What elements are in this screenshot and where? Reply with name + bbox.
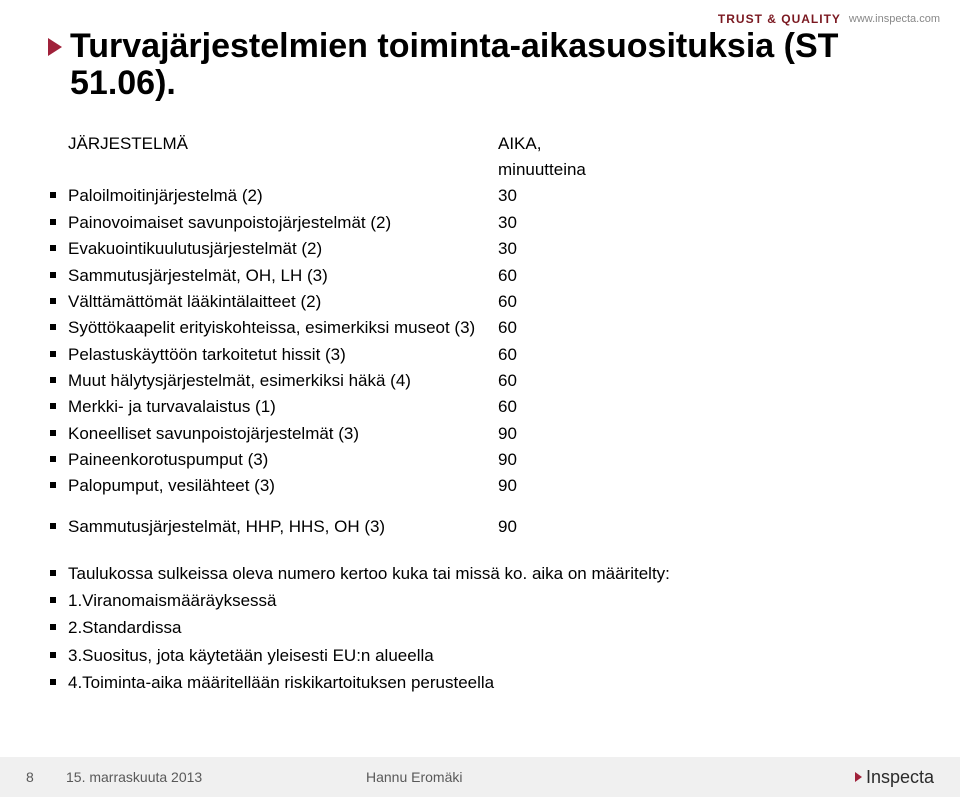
- table-header-row: JÄRJESTELMÄ AIKA, minuutteina: [50, 131, 924, 184]
- page-title: Turvajärjestelmien toiminta-aikasuosituk…: [70, 28, 924, 103]
- bullet-icon: [50, 351, 56, 357]
- row-label: Merkki- ja turvavalaistus (1): [68, 394, 498, 420]
- row-label: Pelastuskäyttöön tarkoitetut hissit (3): [68, 342, 498, 368]
- bullet-icon: [50, 570, 56, 576]
- bullet-icon: [50, 219, 56, 225]
- footnote-row: 2.Standardissa: [50, 614, 924, 641]
- row-value: 60: [498, 315, 538, 341]
- row-value: 90: [498, 421, 538, 447]
- table-row: Painovoimaiset savunpoistojärjestelmät (…: [50, 210, 924, 236]
- row-value: 90: [498, 514, 538, 540]
- bullet-icon: [50, 482, 56, 488]
- domain-label: www.inspecta.com: [849, 13, 940, 25]
- row-label: Koneelliset savunpoistojärjestelmät (3): [68, 421, 498, 447]
- bullet-icon: [50, 430, 56, 436]
- slide-content: Turvajärjestelmien toiminta-aikasuosituk…: [0, 0, 960, 696]
- data-list: JÄRJESTELMÄ AIKA, minuutteina Paloilmoit…: [50, 131, 924, 540]
- footnote-row: 4.Toiminta-aika määritellään riskikartoi…: [50, 669, 924, 696]
- row-label: Paineenkorotuspumput (3): [68, 447, 498, 473]
- footnote-row: Taulukossa sulkeissa oleva numero kertoo…: [50, 560, 924, 587]
- trust-quality-label: TRUST & QUALITY: [718, 12, 841, 26]
- row-value: 60: [498, 394, 538, 420]
- header-value: AIKA, minuutteina: [498, 131, 586, 184]
- row-value: 30: [498, 236, 538, 262]
- table-row: Välttämättömät lääkintälaitteet (2)60: [50, 289, 924, 315]
- table-row: Koneelliset savunpoistojärjestelmät (3)9…: [50, 421, 924, 447]
- table-row: Paloilmoitinjärjestelmä (2)30: [50, 183, 924, 209]
- table-row: Merkki- ja turvavalaistus (1)60: [50, 394, 924, 420]
- row-value: 60: [498, 342, 538, 368]
- row-value: 60: [498, 263, 538, 289]
- row-label: Sammutusjärjestelmät, OH, LH (3): [68, 263, 498, 289]
- footnote-row: 1.Viranomaismääräyksessä: [50, 587, 924, 614]
- bullet-icon: [50, 679, 56, 685]
- row-label: Muut hälytysjärjestelmät, esimerkiksi hä…: [68, 368, 498, 394]
- bullet-icon: [50, 523, 56, 529]
- title-bullet-icon: [48, 38, 62, 56]
- bullet-icon: [50, 597, 56, 603]
- header-label: JÄRJESTELMÄ: [68, 131, 498, 157]
- bullet-icon: [50, 377, 56, 383]
- row-label: Välttämättömät lääkintälaitteet (2): [68, 289, 498, 315]
- table-row: Syöttökaapelit erityiskohteissa, esimerk…: [50, 315, 924, 341]
- bullet-icon: [50, 298, 56, 304]
- row-label: Syöttökaapelit erityiskohteissa, esimerk…: [68, 315, 498, 341]
- bullet-icon: [50, 245, 56, 251]
- footer-author: Hannu Eromäki: [366, 769, 846, 785]
- page-number: 8: [26, 769, 66, 785]
- table-row: Sammutusjärjestelmät, HHP, HHS, OH (3) 9…: [50, 514, 924, 540]
- row-value: 30: [498, 183, 538, 209]
- footer-logo: Inspecta: [846, 767, 934, 788]
- footnotes: Taulukossa sulkeissa oleva numero kertoo…: [50, 560, 924, 696]
- footnote-text: Taulukossa sulkeissa oleva numero kertoo…: [68, 560, 670, 587]
- bullet-icon: [50, 272, 56, 278]
- row-label: Evakuointikuulutusjärjestelmät (2): [68, 236, 498, 262]
- logo-text: Inspecta: [866, 767, 934, 788]
- row-label: Paloilmoitinjärjestelmä (2): [68, 183, 498, 209]
- bullet-icon: [50, 324, 56, 330]
- bullet-icon: [50, 192, 56, 198]
- row-value: 60: [498, 289, 538, 315]
- row-label: Sammutusjärjestelmät, HHP, HHS, OH (3): [68, 514, 498, 540]
- footnote-text: 1.Viranomaismääräyksessä: [68, 587, 277, 614]
- table-row: Pelastuskäyttöön tarkoitetut hissit (3)6…: [50, 342, 924, 368]
- footnote-text: 2.Standardissa: [68, 614, 181, 641]
- row-value: 90: [498, 473, 538, 499]
- footnote-text: 3.Suositus, jota käytetään yleisesti EU:…: [68, 642, 434, 669]
- footer-date: 15. marraskuuta 2013: [66, 769, 366, 785]
- row-value: 60: [498, 368, 538, 394]
- row-value: 30: [498, 210, 538, 236]
- top-bar: TRUST & QUALITY www.inspecta.com: [718, 12, 940, 26]
- row-label: Painovoimaiset savunpoistojärjestelmät (…: [68, 210, 498, 236]
- table-row: Evakuointikuulutusjärjestelmät (2)30: [50, 236, 924, 262]
- table-row: Sammutusjärjestelmät, OH, LH (3)60: [50, 263, 924, 289]
- row-value: 90: [498, 447, 538, 473]
- row-label: Palopumput, vesilähteet (3): [68, 473, 498, 499]
- bullet-icon: [50, 652, 56, 658]
- table-row: Palopumput, vesilähteet (3)90: [50, 473, 924, 499]
- table-row: Paineenkorotuspumput (3)90: [50, 447, 924, 473]
- logo-mark-icon: [846, 769, 862, 785]
- footnote-text: 4.Toiminta-aika määritellään riskikartoi…: [68, 669, 494, 696]
- footnote-row: 3.Suositus, jota käytetään yleisesti EU:…: [50, 642, 924, 669]
- footer: 8 15. marraskuuta 2013 Hannu Eromäki Ins…: [0, 757, 960, 797]
- bullet-icon: [50, 624, 56, 630]
- table-row: Muut hälytysjärjestelmät, esimerkiksi hä…: [50, 368, 924, 394]
- bullet-icon: [50, 403, 56, 409]
- bullet-icon: [50, 456, 56, 462]
